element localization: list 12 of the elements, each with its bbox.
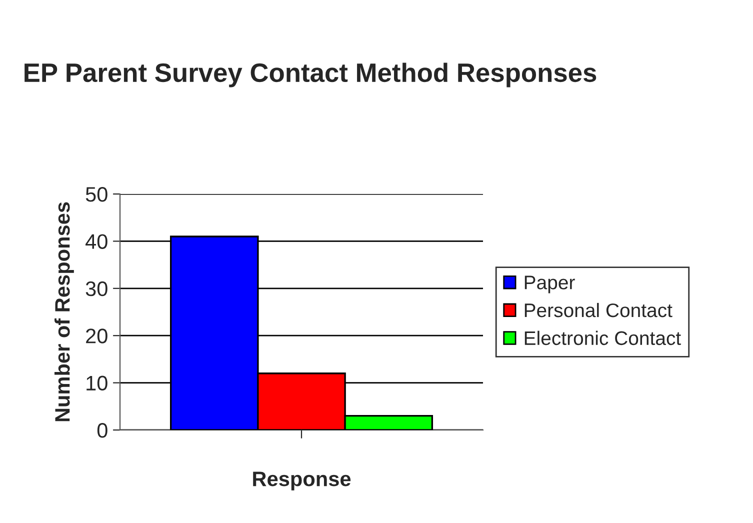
y-tick-label: 30 xyxy=(86,281,108,296)
y-tick-label: 10 xyxy=(86,376,108,391)
y-tick-label: 20 xyxy=(86,328,108,344)
y-tick-label: 50 xyxy=(86,187,108,202)
legend-label: Personal Contact xyxy=(524,302,672,318)
legend-label: Paper xyxy=(524,276,575,294)
legend-label: Electronic Contact xyxy=(524,330,681,346)
y-axis-title: Number of Responses xyxy=(54,202,74,422)
x-axis-title: Response xyxy=(253,472,351,490)
chart-title: EP Parent Survey Contact Method Responses xyxy=(24,62,596,88)
y-tick-label: 40 xyxy=(86,234,108,249)
y-tick-label: 0 xyxy=(97,423,108,438)
